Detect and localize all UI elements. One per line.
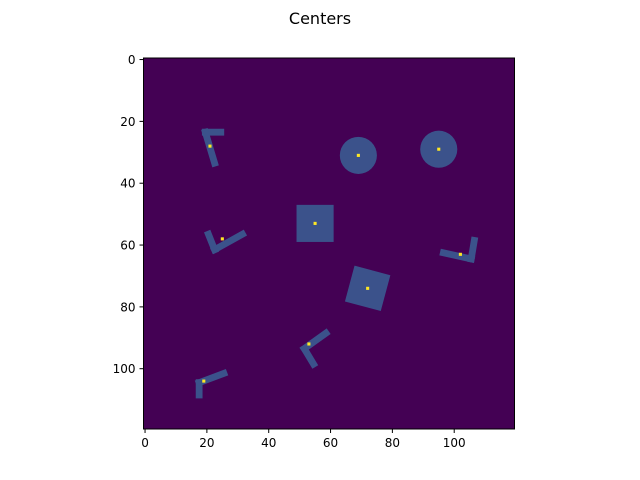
axes: 0 20 40 60 80 100 0 20 40 60 80 100 [113,53,515,450]
x-tick-label: 40 [261,436,276,450]
center-marker-L1 [208,144,212,148]
y-tick-label: 80 [120,300,135,314]
center-marker-L4 [307,342,311,346]
x-tick-label: 20 [199,436,214,450]
x-tick-label: 60 [323,436,338,450]
center-marker-circle1 [356,153,360,157]
y-tick-label: 0 [128,53,136,67]
center-marker-square2 [366,286,370,290]
y-tick-label: 40 [120,177,135,191]
y-tick-label: 100 [113,362,136,376]
center-marker-L5 [202,379,206,383]
center-marker-circle2 [437,147,441,151]
x-tick-label: 0 [141,436,149,450]
shape-L3 [439,236,479,264]
chart-title: Centers [289,9,351,28]
x-tick-label: 80 [385,436,400,450]
y-tick-label: 60 [120,239,135,253]
x-tick-label: 100 [443,436,466,450]
plot-area [143,58,515,429]
center-marker-L3 [458,252,462,256]
shape-L4 [299,328,331,369]
center-marker-L2 [220,237,224,241]
center-marker-square1 [313,221,317,225]
shape-L2 [204,229,248,255]
image-background [143,58,515,429]
plot-frame [143,57,515,430]
y-tick-label: 20 [120,115,135,129]
